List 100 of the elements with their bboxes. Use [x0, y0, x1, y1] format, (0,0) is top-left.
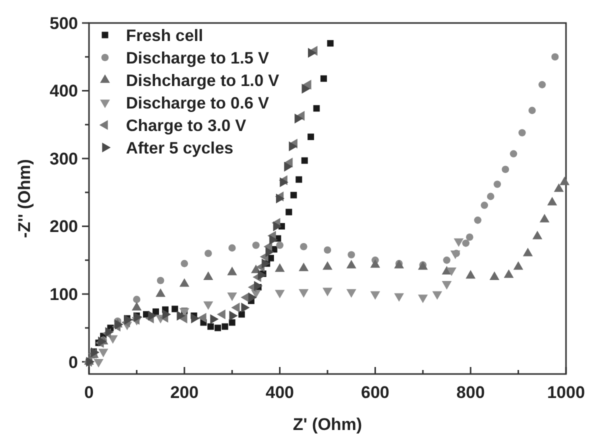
point — [248, 292, 257, 302]
point — [180, 260, 188, 268]
legend-label: After 5 cycles — [126, 139, 234, 158]
point — [162, 309, 172, 320]
point — [273, 221, 282, 232]
point — [348, 251, 356, 258]
point — [346, 289, 356, 298]
point — [301, 157, 308, 164]
point — [308, 134, 314, 140]
point — [480, 202, 488, 209]
point — [522, 248, 533, 256]
point — [269, 234, 278, 245]
y-tick-label: 0 — [68, 352, 78, 372]
point — [313, 105, 320, 112]
point — [370, 259, 380, 268]
point — [258, 270, 266, 280]
point — [486, 192, 494, 200]
point — [538, 81, 546, 88]
point — [214, 324, 222, 332]
point — [286, 208, 292, 216]
point — [298, 262, 309, 272]
x-tick-label: 0 — [84, 383, 94, 402]
point — [133, 296, 140, 304]
x-tick-label: 800 — [456, 383, 485, 402]
point — [228, 319, 236, 326]
point — [210, 314, 219, 324]
point — [241, 302, 250, 313]
point — [276, 242, 284, 249]
point — [466, 270, 476, 279]
point — [560, 176, 570, 186]
point — [466, 233, 474, 241]
x-axis-title: Z' (Ohm) — [292, 415, 362, 434]
point — [320, 75, 327, 82]
point — [432, 291, 442, 300]
point — [222, 323, 228, 330]
point — [254, 280, 263, 291]
legend-label: Dishcharge to 1.0 V — [126, 72, 280, 90]
point — [322, 288, 332, 296]
y-tick-label: 400 — [50, 82, 78, 101]
point — [462, 240, 470, 247]
point — [302, 84, 310, 94]
point — [300, 242, 308, 250]
point — [446, 267, 456, 276]
x-tick-label: 400 — [266, 383, 294, 402]
point — [179, 278, 190, 287]
point — [554, 183, 564, 192]
point — [227, 266, 238, 276]
point — [494, 180, 501, 188]
point — [172, 306, 178, 312]
point — [294, 114, 304, 124]
point — [124, 314, 133, 325]
y-tick-label: 500 — [50, 14, 78, 33]
y-tick-label: 200 — [50, 217, 78, 236]
point — [266, 247, 274, 257]
point — [510, 150, 518, 158]
point — [156, 276, 164, 284]
point — [474, 216, 482, 224]
y-axis-title: -Z'' (Ohm) — [15, 159, 34, 238]
x-tick-label: 200 — [170, 383, 199, 402]
point — [284, 162, 293, 172]
point — [94, 358, 104, 368]
point — [502, 166, 510, 174]
point — [98, 348, 108, 358]
point — [518, 129, 526, 136]
point — [454, 238, 464, 247]
point — [298, 289, 309, 298]
point — [238, 311, 245, 318]
point — [274, 290, 285, 298]
point — [296, 176, 302, 183]
x-tick-label: 1000 — [547, 383, 585, 402]
point — [327, 40, 334, 47]
point — [290, 192, 297, 198]
point — [513, 261, 524, 270]
legend-label: Discharge to 1.5 V — [126, 49, 270, 68]
point — [148, 310, 157, 321]
point — [229, 310, 238, 321]
legend-label: Charge to 3.0 V — [126, 116, 246, 135]
point — [370, 291, 380, 300]
point — [134, 312, 142, 322]
point — [204, 250, 212, 258]
legend-label: Fresh cell — [126, 26, 204, 45]
point — [152, 308, 160, 315]
point — [207, 323, 214, 330]
point — [252, 242, 260, 249]
point — [322, 261, 332, 270]
point — [394, 293, 404, 302]
point — [324, 246, 332, 254]
y-tick-label: 100 — [50, 284, 78, 304]
point — [176, 310, 186, 321]
point — [528, 106, 536, 114]
y-tick-label: 300 — [50, 149, 78, 168]
legend-label: Discharge to 0.6 V — [126, 94, 270, 112]
point — [532, 230, 542, 240]
point — [191, 314, 200, 324]
point — [105, 327, 114, 337]
point — [551, 53, 559, 61]
point — [443, 256, 450, 264]
point — [540, 214, 550, 222]
x-tick-label: 600 — [361, 383, 390, 402]
point — [228, 244, 236, 252]
